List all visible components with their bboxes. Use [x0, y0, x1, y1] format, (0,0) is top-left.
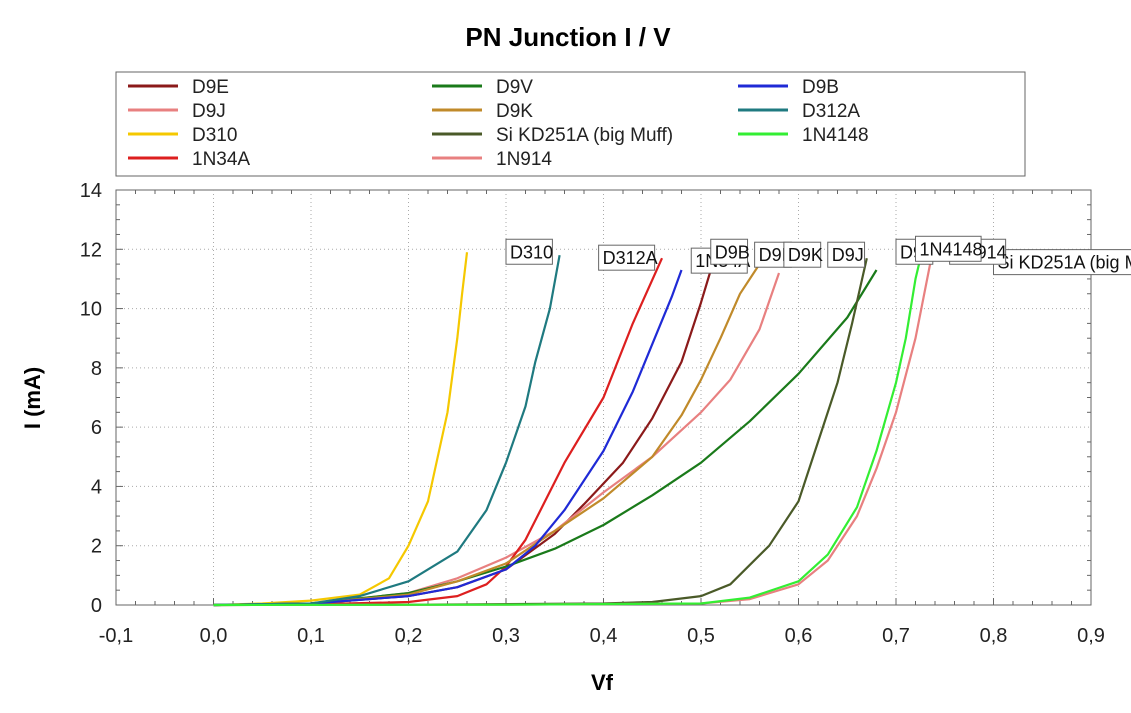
series-end-label-box: [783, 241, 822, 268]
legend-item: 1N34A: [128, 149, 250, 170]
legend-label: D310: [192, 125, 237, 146]
series-end-label-text: 1N4148: [920, 239, 983, 259]
x-tick-label: 0,0: [200, 625, 228, 647]
series-end-label-text: D310: [510, 242, 553, 262]
x-tick-label: 0,5: [687, 625, 715, 647]
series-end-label-box: [827, 241, 866, 268]
x-tick-label: 0,9: [1077, 625, 1105, 647]
legend-label: Si KD251A (big Muff): [496, 125, 673, 146]
legend-item: D312A: [738, 101, 860, 122]
chart-title: PN Junction I / V: [465, 22, 671, 52]
series-end-label-box: [993, 249, 1131, 276]
x-tick-label: 0,4: [590, 625, 618, 647]
legend-label: 1N914: [496, 149, 552, 170]
x-tick-label: 0,3: [492, 625, 520, 647]
legend-label: 1N4148: [802, 125, 869, 146]
y-tick-label: 4: [91, 476, 102, 498]
legend-label: D9K: [496, 101, 533, 122]
series-end-label: D9B: [710, 238, 750, 265]
series-end-label-text: D9B: [715, 242, 750, 262]
legend: D9E D9J D310 1N34A D9V D9K Si KD251A (big Muff…: [115, 71, 1026, 177]
legend-item: 1N914: [432, 149, 552, 170]
legend-item: D9K: [432, 101, 533, 122]
legend-item: D9J: [128, 101, 226, 122]
x-tick-label: -0,1: [99, 625, 133, 647]
series-line-d310: [213, 252, 469, 607]
plot-area: -0,1 0,0 0,1 0,2 0,3 0,4 0,5 0,6 0,7 0,8 0,9 0 2 4 6 8 1…: [80, 180, 1131, 647]
x-tick-label: 0,7: [882, 625, 910, 647]
y-tick-label: 12: [80, 239, 102, 261]
legend-label: D9E: [192, 77, 229, 98]
series-end-label: D9J: [827, 241, 866, 268]
series-line-d9k: [213, 263, 761, 607]
legend-box: [115, 71, 1026, 177]
legend-label: D9V: [496, 77, 533, 98]
y-tick-label: 6: [91, 417, 102, 439]
y-tick-label: 2: [91, 536, 102, 558]
series-line-1n4148: [213, 257, 922, 607]
legend-item: Si KD251A (big Muff): [432, 125, 673, 146]
series-end-label: D310: [505, 238, 553, 265]
series-end-label-text: D312A: [603, 248, 658, 268]
series-end-label: 1N4148: [915, 235, 983, 262]
x-tick-label: 0,2: [395, 625, 423, 647]
series-end-label-box: [598, 244, 656, 271]
legend-label: D9B: [802, 77, 839, 98]
series-end-label-box: [915, 235, 982, 262]
legend-label: D9J: [192, 101, 226, 122]
legend-item: D9E: [128, 77, 229, 98]
legend-label: D312A: [802, 101, 860, 122]
series-end-label: Si KD251A (big Muff): [993, 249, 1131, 276]
series-line-1n34a: [213, 257, 664, 607]
x-axis-title: Vf: [591, 670, 614, 695]
x-tick-label: 0,8: [980, 625, 1008, 647]
x-tick-label: 0,1: [297, 625, 325, 647]
legend-label: 1N34A: [192, 149, 250, 170]
series-end-label-box: [505, 238, 553, 265]
series-end-label: D312A: [598, 244, 658, 271]
series-line-d9b: [213, 269, 683, 607]
series-end-label-text: D9K: [788, 245, 823, 265]
legend-item: D310: [128, 125, 237, 146]
y-tick-label: 10: [80, 299, 102, 321]
series-end-label-text: D9J: [832, 245, 864, 265]
series-line-d312a: [213, 255, 561, 607]
series-end-label-text: Si KD251A (big Muff): [998, 253, 1131, 273]
y-tick-label: 14: [80, 180, 102, 202]
series-end-label-box: [710, 238, 749, 265]
y-tick-label: 8: [91, 358, 102, 380]
series-line-d9v: [213, 269, 878, 607]
series-end-label: D9K: [783, 241, 823, 268]
x-tick-label: 0,6: [785, 625, 813, 647]
legend-item: 1N4148: [738, 125, 869, 146]
legend-item: D9V: [432, 77, 533, 98]
y-tick-label: 0: [91, 595, 102, 617]
y-axis-title: I (mA): [20, 367, 45, 429]
legend-item: D9B: [738, 77, 839, 98]
